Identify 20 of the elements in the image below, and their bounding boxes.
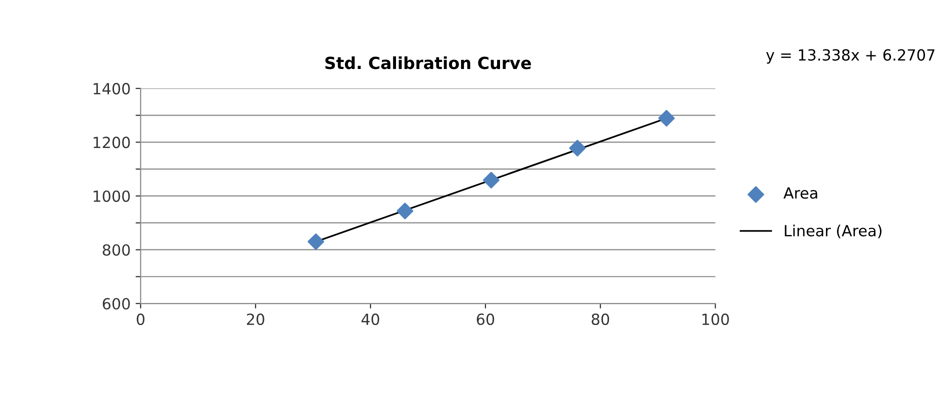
- point: [396, 202, 414, 220]
- y-tick-label: 1000: [94, 190, 130, 202]
- x-tick-label: 20: [246, 314, 264, 326]
- y-tick-label: 1400: [94, 82, 130, 94]
- legend-label: Linear (Area): [784, 224, 882, 238]
- point: [569, 140, 586, 156]
- text: y = 13.338x + 6.2707: [766, 49, 934, 64]
- x-tick-label: 40: [362, 314, 380, 326]
- x-tick-label: 100: [702, 314, 729, 326]
- y-tick-label: 1200: [94, 136, 130, 148]
- x-tick-label: 60: [476, 314, 494, 326]
- y-tick-label: 600: [102, 298, 130, 310]
- x-tick-label: 80: [592, 314, 610, 326]
- y-tick-label: 800: [102, 244, 130, 256]
- chart-title: Std. Calibration Curve: [325, 56, 531, 70]
- point: [482, 172, 500, 188]
- point: [658, 110, 675, 127]
- x-tick-label: 0: [136, 314, 144, 326]
- legend-label: Area: [783, 187, 818, 199]
- point: [308, 233, 324, 250]
